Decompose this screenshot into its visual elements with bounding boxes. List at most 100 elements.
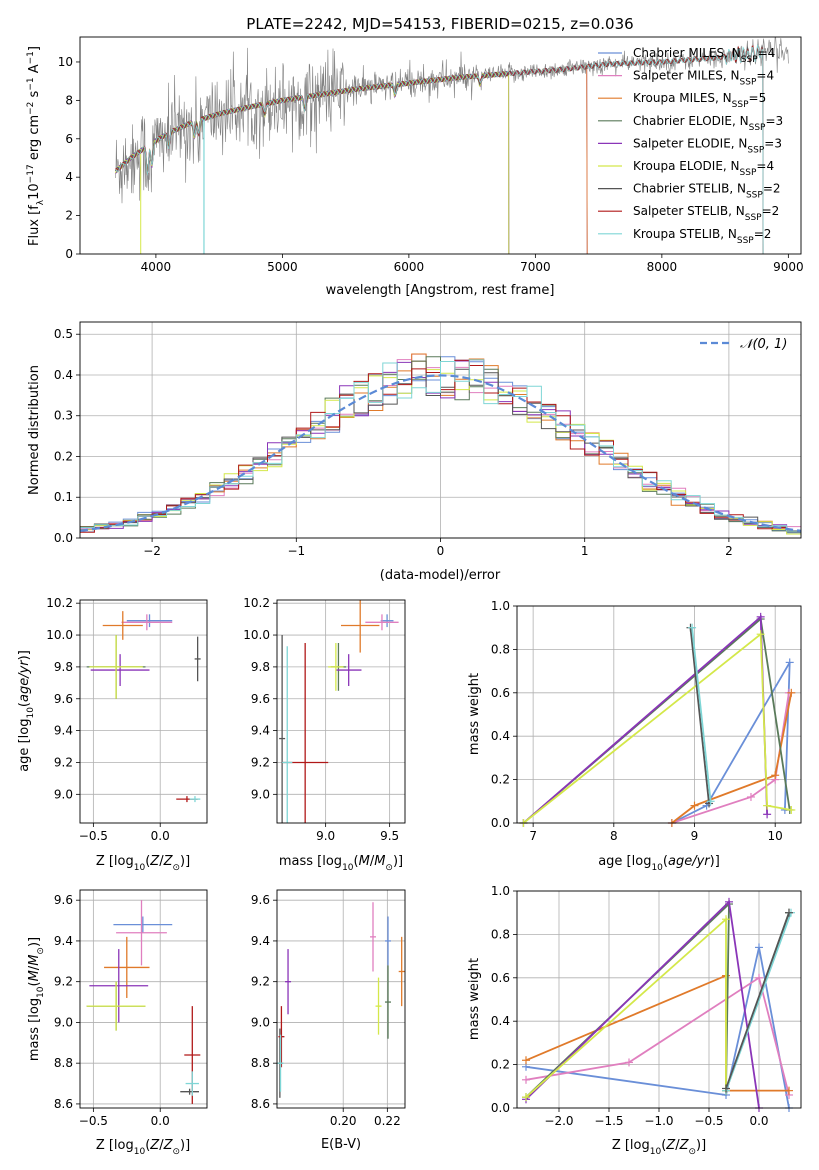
weight-marker	[755, 943, 763, 952]
y-tick-label: 6	[65, 132, 73, 146]
y-tick-label: 10.0	[243, 628, 270, 642]
axes-frame	[79, 36, 802, 255]
x-tick-label: 8	[610, 829, 618, 843]
x-tick-label: −2	[143, 544, 161, 558]
data-point	[102, 611, 143, 640]
y-tick-label: 10	[58, 55, 73, 69]
y-tick-label: 0.2	[491, 773, 510, 787]
y-tick-label: 10.2	[46, 596, 73, 610]
y-tick-label: 9.6	[54, 692, 73, 706]
plot-area	[114, 37, 789, 254]
y-tick-label: 0.3	[54, 409, 73, 423]
data-point	[180, 1088, 199, 1095]
data-point	[104, 936, 150, 998]
weight-series-line	[525, 900, 760, 1109]
x-tick-label: 0.0	[151, 829, 170, 843]
x-tick-label: 6000	[394, 260, 425, 274]
x-axis-label: age [log10(age/yr)]	[598, 854, 720, 873]
x-tick-label: 9.0	[316, 829, 335, 843]
axes-frame	[516, 890, 802, 1109]
data-point	[194, 636, 201, 682]
y-tick-label: 4	[65, 170, 73, 184]
x-axis-label: Z [log10(Z/Z⊙)]	[612, 1138, 706, 1157]
x-axis-label: (data-model)/error	[380, 568, 501, 583]
spectrum-panel: 4000 5000 6000 7000 8000 9000 0 2 4 6 8 10 wavelengt…	[26, 36, 804, 298]
data-point	[335, 654, 362, 687]
data-point	[126, 614, 173, 628]
plot-area	[86, 900, 201, 1104]
weight-marker	[756, 612, 765, 621]
mass-vs-extinction-panel: 0.20 0.22 8.6 8.8 9.0 9.2 9.4 9.6 E(B-V)	[251, 889, 406, 1152]
weight-marker	[522, 1056, 530, 1065]
y-tick-label: 0.1	[54, 490, 73, 504]
y-tick-label: 8.6	[54, 1097, 73, 1111]
y-tick-label: 0.5	[54, 327, 73, 341]
y-tick-label: 1.0	[491, 599, 510, 613]
y-axis-label: mass weight	[467, 673, 482, 755]
y-tick-label: 2	[65, 209, 73, 223]
plot-area	[522, 897, 795, 1112]
y-tick-label: 0.0	[491, 1101, 510, 1115]
x-axis-label: wavelength [Angstrom, rest frame]	[326, 283, 555, 298]
axes-frame	[276, 599, 406, 824]
y-tick-label: 9.0	[54, 1015, 73, 1029]
y-tick-label: 0.2	[491, 1058, 510, 1072]
weight-vs-age-panel: 7 8 9 10 0.0 0.2 0.4 0.6 0.8 1.0 mass weight age [l…	[467, 599, 802, 873]
y-axis-label: Flux [fλ10−17 erg cm−2 s−1 A−1]	[26, 46, 46, 246]
plot-area	[80, 353, 801, 535]
weight-marker	[785, 1086, 793, 1095]
weight-series-line	[725, 912, 790, 1089]
data-point	[365, 614, 399, 631]
data-point	[113, 916, 173, 933]
weight-series-line	[691, 627, 712, 802]
x-axis-label: E(B-V)	[321, 1137, 361, 1152]
y-tick-label: 0.4	[491, 729, 510, 743]
y-tick-label: 0.2	[54, 449, 73, 463]
data-point	[328, 643, 344, 691]
data-point	[285, 949, 292, 1015]
x-tick-label: −0.5	[79, 1114, 108, 1128]
x-tick-label: 5000	[267, 260, 298, 274]
data-point	[278, 1006, 285, 1068]
y-tick-label: 9.8	[251, 660, 270, 674]
y-tick-label: 8.6	[251, 1097, 270, 1111]
data-point	[398, 936, 405, 1007]
y-tick-label: 8.8	[54, 1056, 73, 1070]
weight-marker	[755, 973, 763, 982]
legend-label: Kroupa ELODIE, NSSP=4	[633, 159, 774, 178]
data-point	[189, 796, 201, 803]
weight-marker	[746, 792, 755, 801]
x-tick-label: 0.20	[330, 1114, 357, 1128]
weight-marker	[690, 801, 699, 810]
age-vs-mass-panel: 9.0 9.5 9.0 9.2 9.4 9.6 9.8 10.0 10.2 mass [log10…	[243, 596, 406, 873]
weight-series-line	[671, 661, 791, 824]
data-point	[90, 654, 150, 687]
data-point	[375, 977, 382, 1035]
x-tick-label: 0.0	[151, 1114, 170, 1128]
x-axis-label: mass [log10(M/M⊙)]	[279, 854, 403, 873]
weight-marker	[522, 1075, 530, 1084]
y-axis-label: Normed distribution	[27, 365, 42, 495]
weight-marker	[625, 1058, 633, 1067]
y-tick-label: 9.6	[251, 893, 270, 907]
axes-frame	[276, 889, 406, 1109]
y-tick-label: 9.6	[54, 893, 73, 907]
y-tick-label: 0.8	[491, 927, 510, 941]
y-tick-label: 0	[65, 247, 73, 261]
legend-label: Kroupa MILES, NSSP=5	[633, 91, 766, 110]
y-tick-label: 0.6	[491, 971, 510, 985]
weight-marker	[756, 630, 765, 639]
y-tick-label: 9.2	[54, 755, 73, 769]
y-tick-label: 10.2	[243, 596, 270, 610]
axes-frame	[516, 605, 802, 824]
y-tick-label: 9.4	[251, 724, 270, 738]
y-tick-label: 9.6	[251, 692, 270, 706]
plot-area	[279, 600, 399, 823]
weight-marker	[722, 1084, 730, 1093]
weight-marker	[785, 658, 794, 667]
x-tick-label: 8000	[647, 260, 678, 274]
data-point	[279, 635, 286, 823]
legend-label: Salpeter ELODIE, NSSP=3	[633, 136, 782, 155]
weight-marker	[771, 771, 780, 780]
